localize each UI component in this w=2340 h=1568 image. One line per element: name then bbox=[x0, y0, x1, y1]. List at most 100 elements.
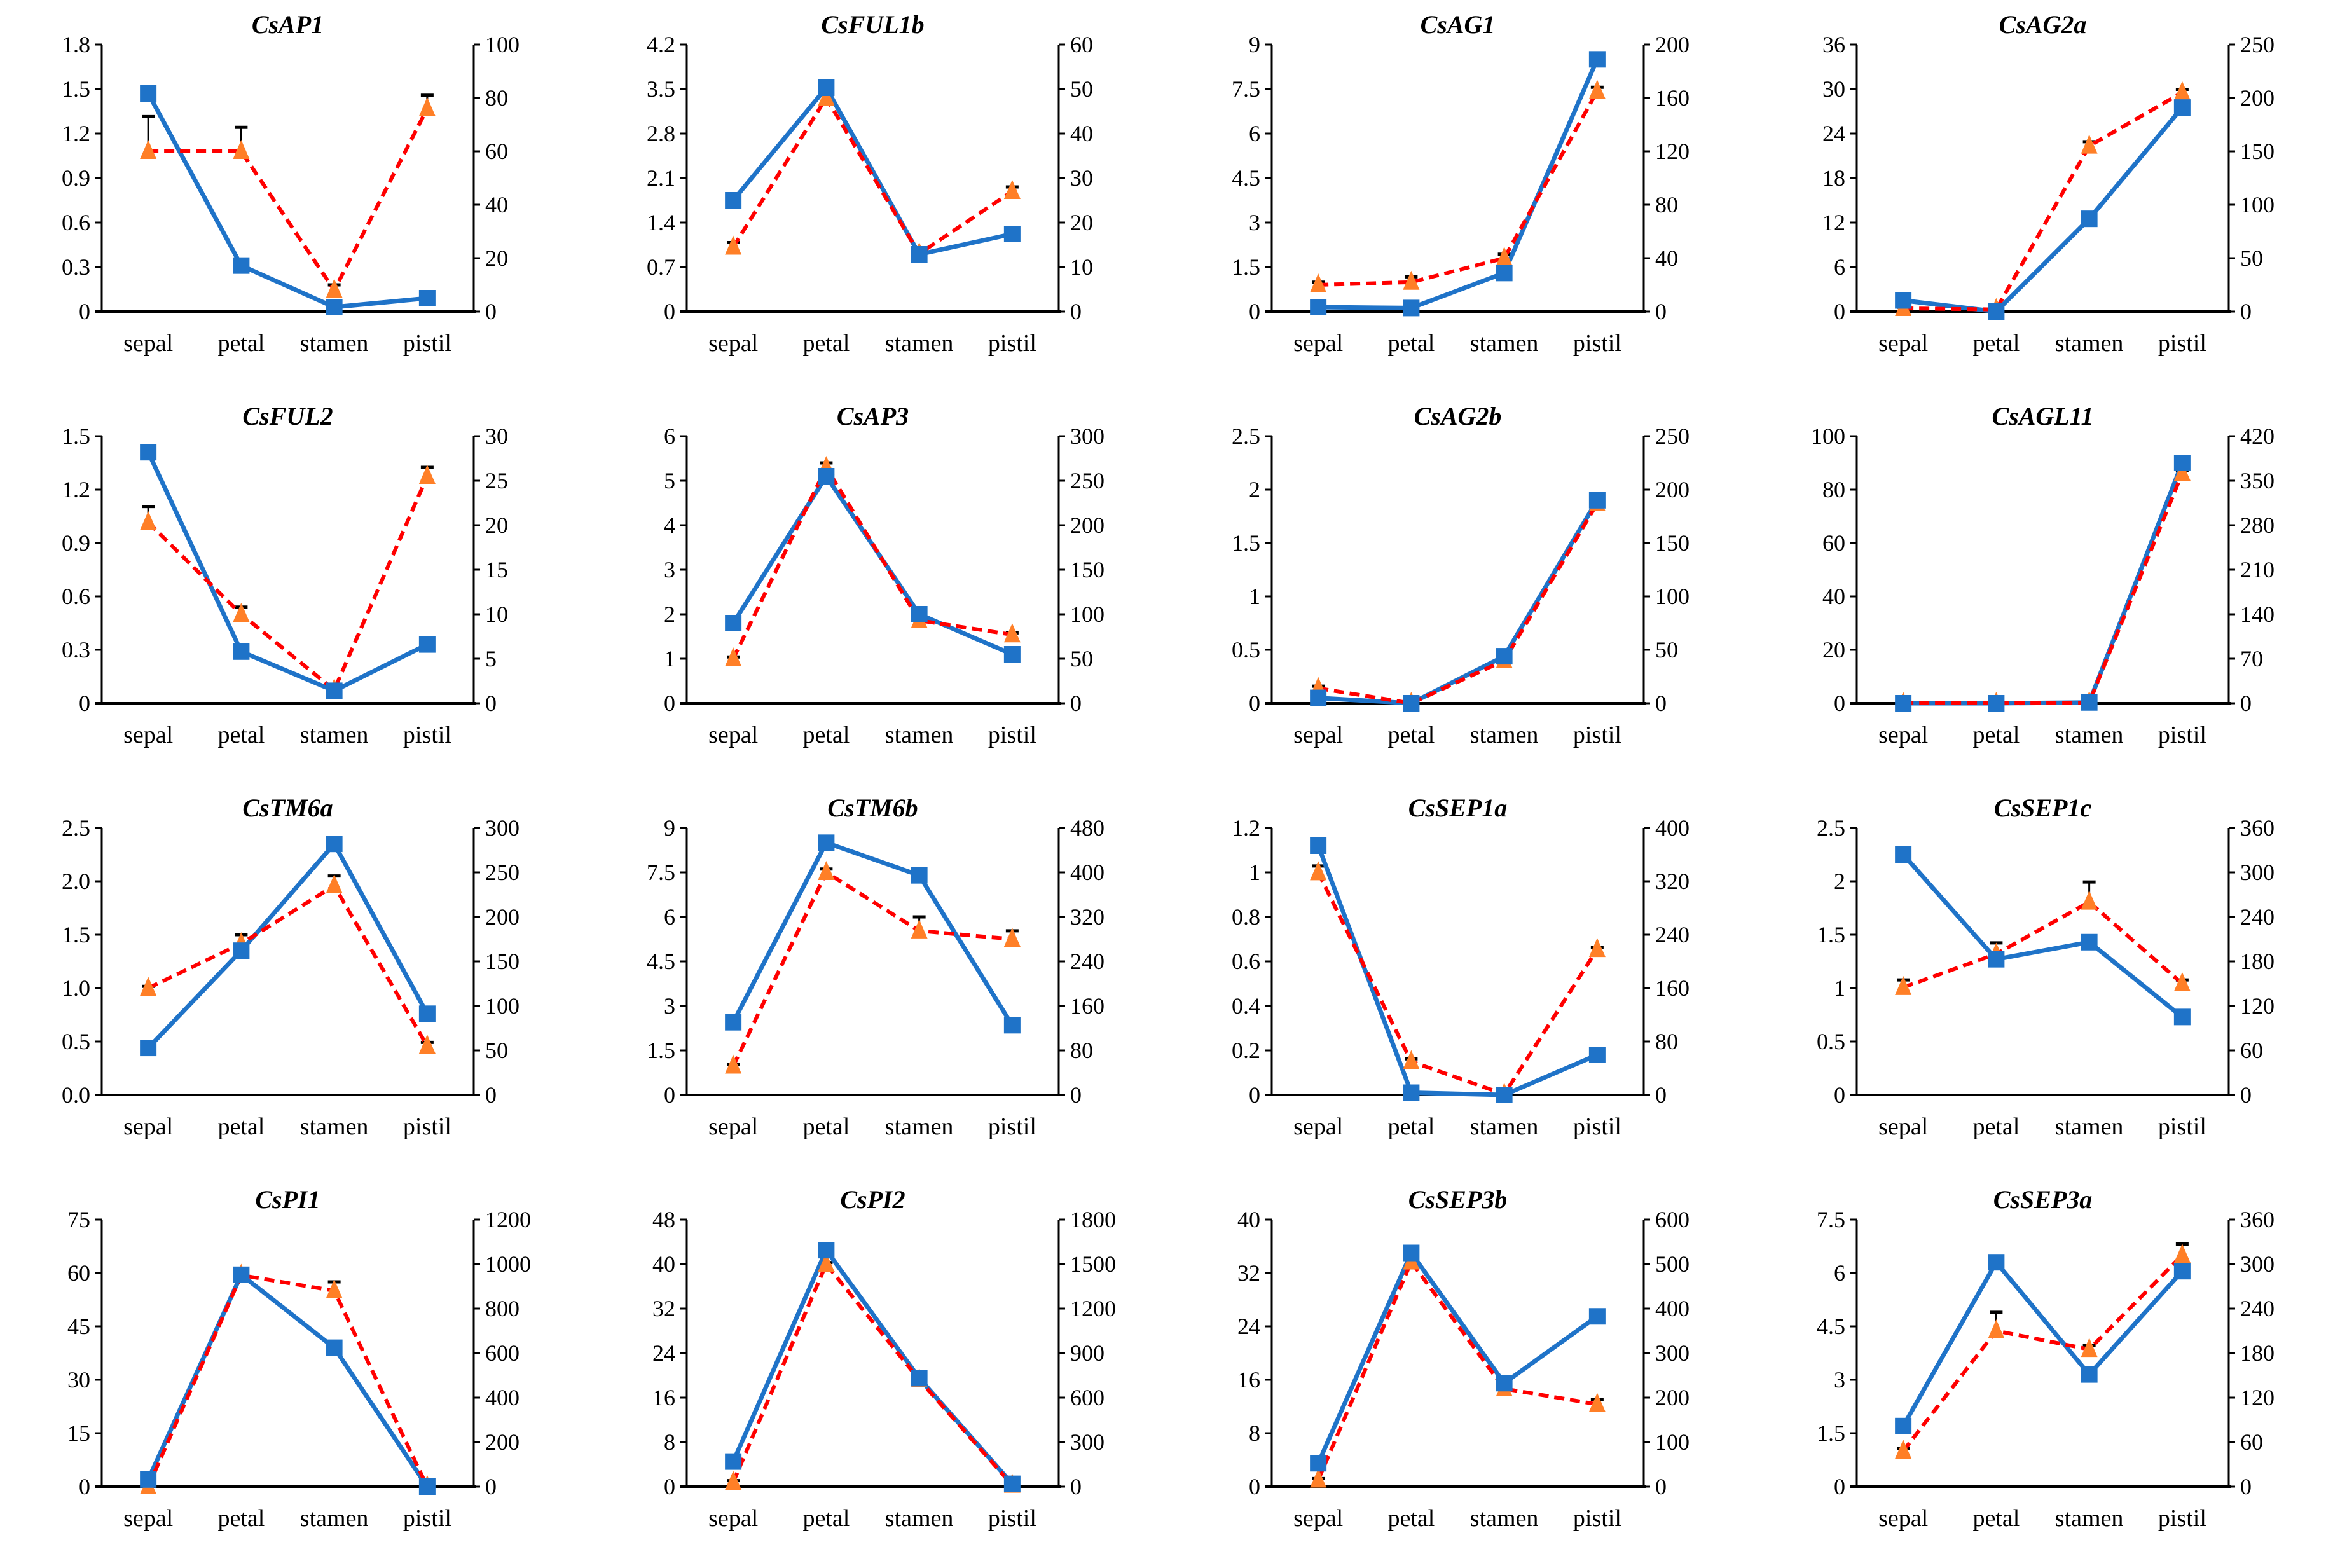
right-series-triangle-marker bbox=[1003, 623, 1021, 643]
left-tick-label: 60 bbox=[67, 1260, 90, 1286]
category-label: stamen bbox=[2055, 330, 2124, 357]
left-tick-label: 20 bbox=[1822, 637, 1845, 663]
chart-title: CsAP1 bbox=[252, 10, 324, 39]
right-series-triangle-marker bbox=[1988, 1319, 2005, 1338]
left-tick-label: 16 bbox=[1237, 1367, 1260, 1393]
left-series-square-marker bbox=[326, 836, 343, 853]
right-tick-label: 0 bbox=[485, 1474, 497, 1499]
right-tick-label: 50 bbox=[1070, 76, 1093, 102]
left-series-line bbox=[146, 451, 429, 694]
right-tick-label: 150 bbox=[485, 949, 520, 974]
left-tick-label: 1.5 bbox=[1817, 922, 1845, 947]
category-label: sepal bbox=[1878, 330, 1928, 357]
chart-panel-CsAG1: CsAG1 0 1.5 3 4.5 6 7.5 9 0 40 80 120 160 200 sepal pet… bbox=[1232, 10, 1690, 357]
right-tick-label: 180 bbox=[2240, 949, 2275, 974]
right-tick-label: 900 bbox=[1070, 1340, 1105, 1366]
right-tick-label: 140 bbox=[2240, 602, 2275, 627]
right-tick-label: 160 bbox=[1655, 85, 1690, 111]
left-tick-label: 0 bbox=[1249, 691, 1260, 716]
right-tick-label: 400 bbox=[1655, 815, 1690, 841]
chart-panel-CsSEP1c: CsSEP1c 0 0.5 1 1.5 2 2.5 0 60 120 180 240 300 360 sep… bbox=[1817, 794, 2275, 1140]
left-series-line bbox=[146, 92, 428, 310]
right-tick-label: 0 bbox=[1655, 691, 1667, 716]
right-tick-label: 240 bbox=[2240, 1296, 2275, 1321]
left-tick-label: 0.6 bbox=[62, 210, 90, 235]
right-series-line bbox=[1903, 90, 2184, 312]
left-tick-label: 2.5 bbox=[1232, 423, 1260, 449]
right-tick-label: 360 bbox=[2240, 815, 2275, 841]
right-series-triangle-marker bbox=[818, 1253, 835, 1272]
left-tick-label: 36 bbox=[1822, 32, 1845, 57]
chart-title: CsSEP3a bbox=[1993, 1185, 2093, 1214]
left-series-line bbox=[731, 472, 1014, 657]
category-label: sepal bbox=[1878, 1113, 1928, 1140]
left-series-square-marker bbox=[911, 606, 928, 622]
left-series-square-marker bbox=[1003, 1017, 1021, 1034]
right-tick-label: 100 bbox=[1655, 1429, 1690, 1455]
right-tick-label: 1800 bbox=[1070, 1207, 1116, 1232]
chart-title: CsFUL2 bbox=[242, 402, 333, 430]
right-tick-label: 300 bbox=[1070, 1429, 1105, 1455]
right-tick-label: 250 bbox=[1655, 423, 1690, 449]
left-tick-label: 1.5 bbox=[62, 922, 90, 947]
chart-panel-CsPI1: CsPI1 0 15 30 45 60 75 0 200 400 600 800 1000 1200 sep… bbox=[67, 1185, 531, 1532]
right-tick-label: 350 bbox=[2240, 468, 2275, 493]
right-tick-label: 200 bbox=[1655, 32, 1690, 57]
category-label: pistil bbox=[988, 1113, 1036, 1140]
right-series-triangle-marker bbox=[140, 977, 157, 996]
left-series-square-marker bbox=[326, 1339, 343, 1356]
right-series-triangle-marker bbox=[1003, 928, 1021, 947]
right-tick-label: 120 bbox=[1655, 139, 1690, 164]
right-series-triangle-marker bbox=[1496, 247, 1513, 266]
left-series-square-marker bbox=[1310, 689, 1327, 706]
chart-title: CsAGL11 bbox=[1992, 402, 2093, 430]
left-tick-label: 6 bbox=[664, 423, 675, 449]
right-series-triangle-marker bbox=[1310, 861, 1327, 881]
left-series-line bbox=[731, 1246, 1014, 1485]
left-series-square-marker bbox=[1310, 299, 1327, 315]
right-series-line bbox=[731, 463, 1013, 660]
left-series-square-marker bbox=[326, 299, 343, 315]
left-tick-label: 0 bbox=[79, 691, 90, 716]
category-label: sepal bbox=[123, 1505, 173, 1532]
left-tick-label: 3 bbox=[664, 993, 675, 1019]
left-tick-label: 0 bbox=[1249, 1474, 1260, 1499]
left-series-square-marker bbox=[418, 1005, 436, 1022]
right-tick-label: 0 bbox=[1655, 1474, 1667, 1499]
left-tick-label: 18 bbox=[1822, 165, 1845, 191]
right-tick-label: 60 bbox=[2240, 1429, 2263, 1455]
left-series-line bbox=[146, 840, 429, 1050]
right-series-triangle-marker bbox=[140, 140, 157, 159]
left-tick-label: 0.6 bbox=[62, 584, 90, 609]
left-tick-label: 24 bbox=[652, 1340, 675, 1366]
left-tick-label: 40 bbox=[652, 1251, 675, 1277]
chart-panel-CsAP1: CsAP1 0 0.3 0.6 0.9 1.2 1.5 1.8 0 20 40 60 80 100 sepa… bbox=[62, 10, 520, 357]
category-label: sepal bbox=[1293, 1113, 1343, 1140]
left-tick-label: 1.5 bbox=[1232, 254, 1260, 280]
left-series-square-marker bbox=[725, 192, 742, 209]
left-tick-label: 6 bbox=[1834, 254, 1845, 280]
left-series-line bbox=[731, 83, 1013, 257]
category-label: stamen bbox=[300, 330, 369, 357]
right-series-triangle-marker bbox=[2081, 134, 2098, 154]
left-tick-label: 4.2 bbox=[647, 32, 675, 57]
category-label: stamen bbox=[885, 330, 954, 357]
category-label: stamen bbox=[2055, 1505, 2124, 1532]
left-series-square-marker bbox=[233, 643, 250, 660]
chart-title: CsPI1 bbox=[255, 1185, 320, 1214]
left-tick-label: 60 bbox=[1822, 530, 1845, 556]
right-tick-label: 420 bbox=[2240, 423, 2275, 449]
category-label: stamen bbox=[885, 722, 954, 748]
right-series-triangle-marker bbox=[1588, 79, 1606, 99]
right-tick-label: 0 bbox=[2240, 691, 2252, 716]
right-tick-label: 40 bbox=[1070, 121, 1093, 146]
left-series-square-marker bbox=[911, 867, 928, 884]
right-tick-label: 200 bbox=[1655, 1385, 1690, 1410]
left-tick-label: 45 bbox=[67, 1314, 90, 1339]
left-tick-label: 4.5 bbox=[647, 949, 675, 974]
left-tick-label: 2.0 bbox=[62, 869, 90, 894]
left-tick-label: 48 bbox=[652, 1207, 675, 1232]
left-tick-label: 0 bbox=[1249, 1082, 1260, 1108]
left-tick-label: 4.5 bbox=[1817, 1314, 1845, 1339]
right-series-triangle-marker bbox=[725, 235, 742, 255]
